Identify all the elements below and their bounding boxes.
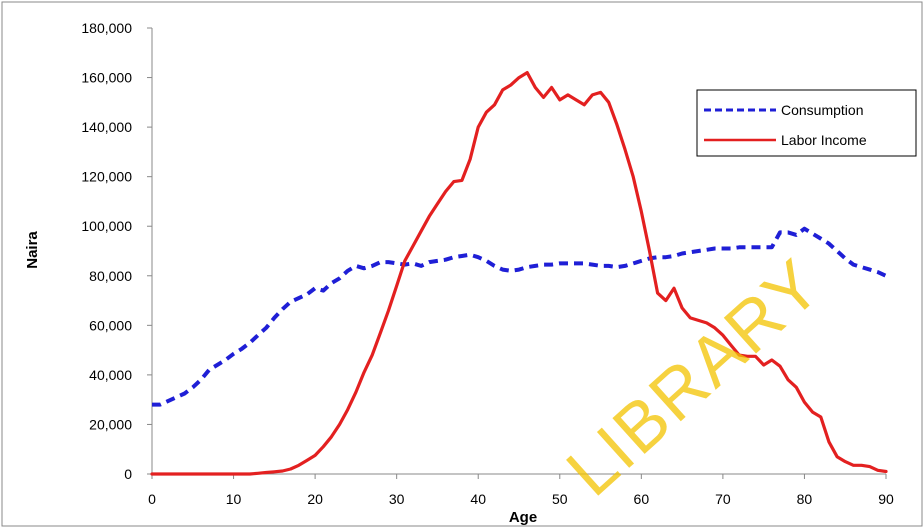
y-tick-label: 0 (124, 466, 132, 482)
y-tick-label: 40,000 (89, 367, 132, 383)
y-tick-label: 80,000 (89, 268, 132, 284)
x-tick-label: 70 (715, 491, 731, 507)
x-tick-label: 30 (389, 491, 405, 507)
y-tick-label: 20,000 (89, 416, 132, 432)
labor-income-line (150, 70, 888, 476)
y-tick-label: 120,000 (81, 169, 132, 185)
x-tick-label: 80 (797, 491, 813, 507)
legend: Consumption Labor Income (696, 89, 917, 157)
series-layer (150, 70, 888, 476)
x-axis-title: Age (509, 509, 537, 526)
y-tick-label: 180,000 (81, 20, 132, 36)
x-tick-label: 40 (470, 491, 486, 507)
x-tick-label: 90 (878, 491, 894, 507)
x-tick-label: 0 (148, 491, 156, 507)
x-tick-label: 50 (552, 491, 568, 507)
x-tick-label: 60 (634, 491, 650, 507)
y-axis-ticks: 0 20,000 40,000 60,000 80,000 100,000 120,000 1… (81, 20, 152, 482)
y-tick-label: 60,000 (89, 317, 132, 333)
y-tick-label: 140,000 (81, 119, 132, 135)
legend-labor-income-label: Labor Income (781, 132, 867, 148)
consumption-line (152, 226, 887, 407)
x-tick-label: 20 (307, 491, 323, 507)
y-tick-label: 100,000 (81, 218, 132, 234)
x-tick-label: 10 (226, 491, 242, 507)
legend-consumption-label: Consumption (781, 102, 864, 118)
x-axis-ticks: 0 10 20 30 40 50 60 70 80 90 (148, 474, 894, 507)
y-tick-label: 160,000 (81, 70, 132, 86)
y-axis-title: Naira (24, 231, 41, 269)
legend-box (696, 89, 917, 157)
